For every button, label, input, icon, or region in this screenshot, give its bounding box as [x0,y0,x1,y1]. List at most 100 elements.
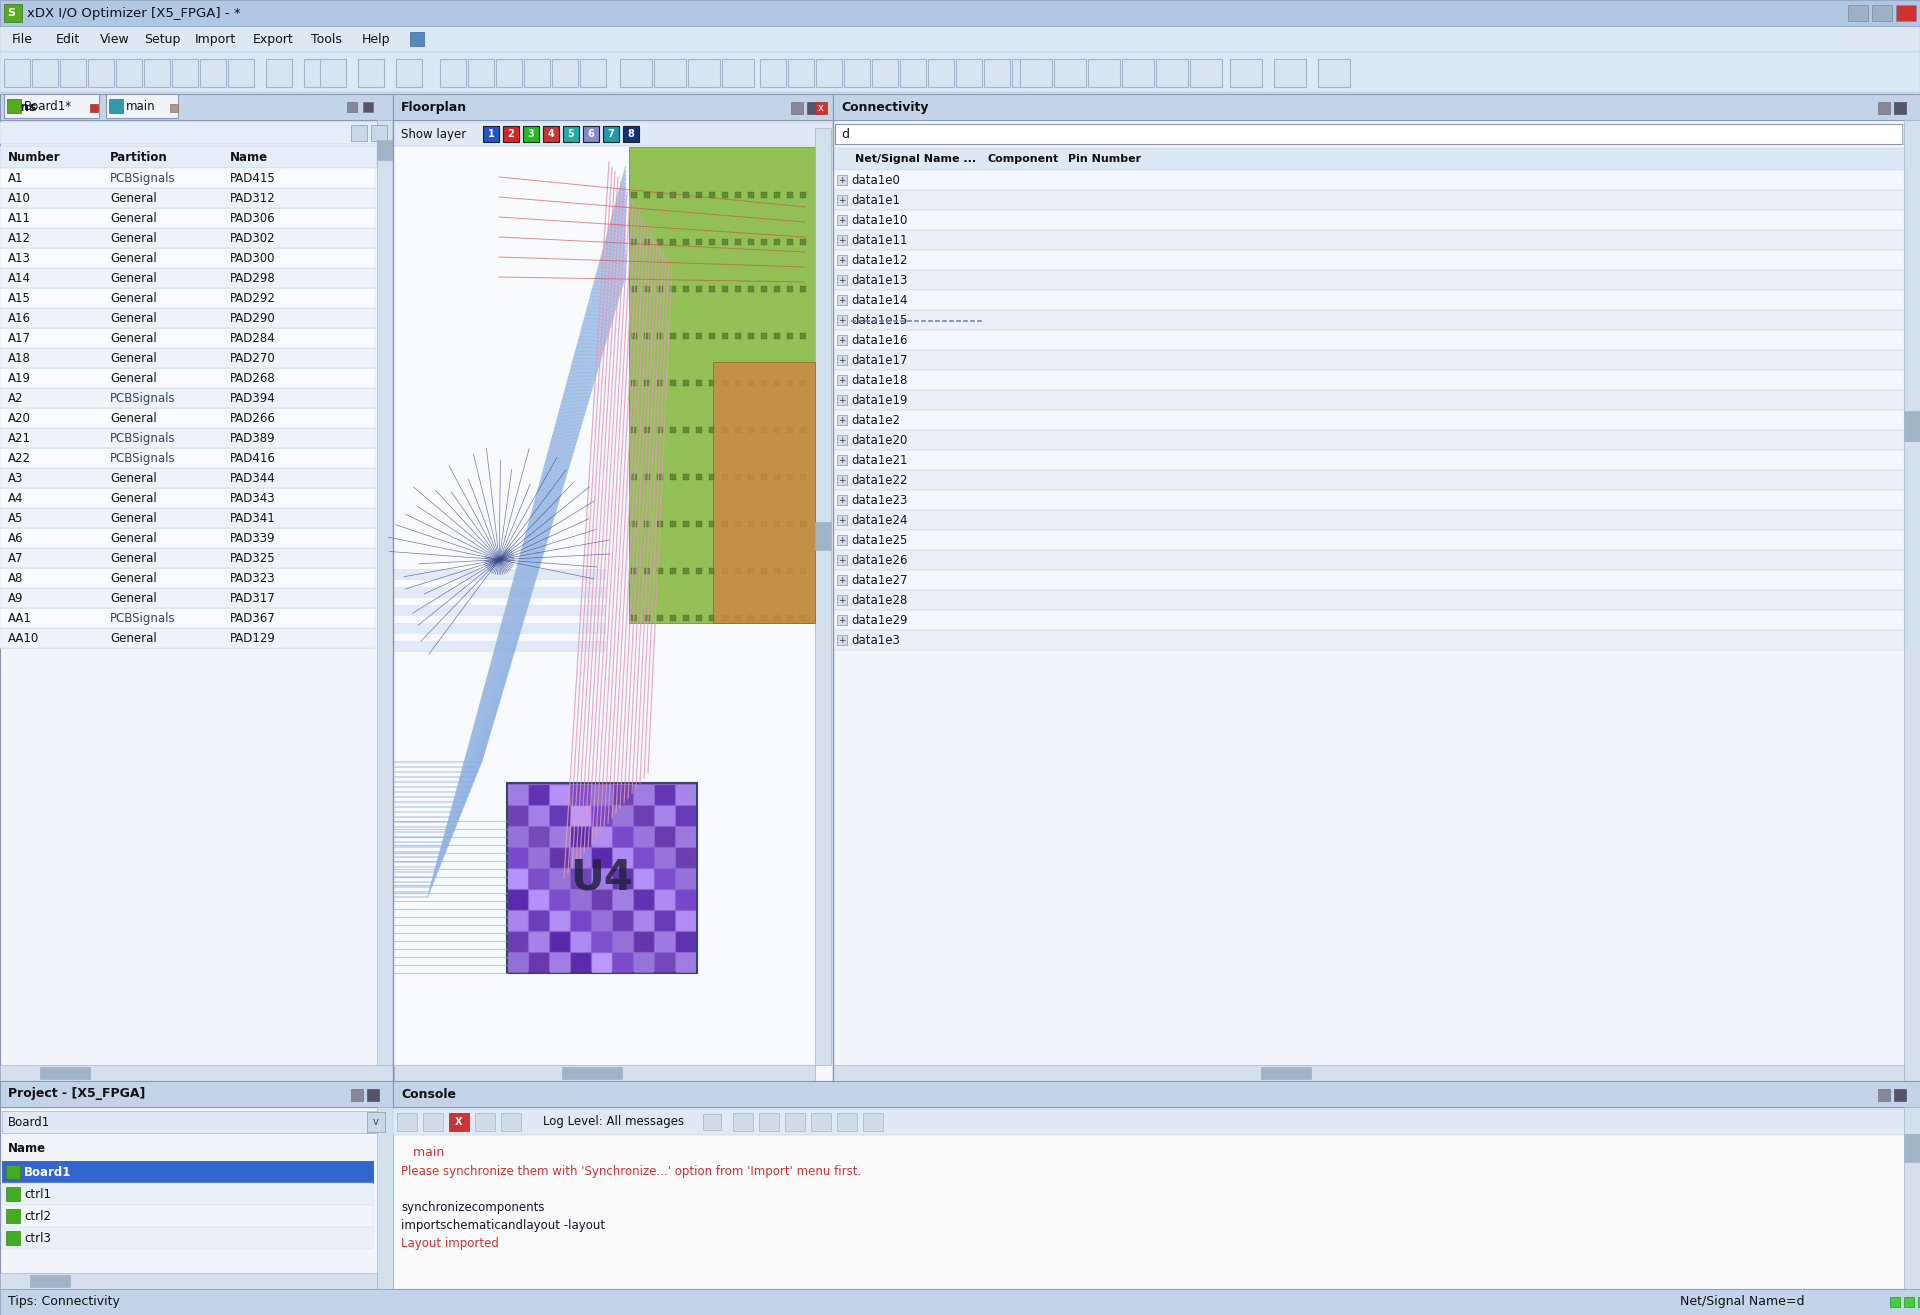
Bar [670,473,676,480]
Text: A19: A19 [8,372,31,384]
Bar [468,59,493,87]
Text: Net/Signal Name=d: Net/Signal Name=d [1680,1295,1805,1308]
Text: AA10: AA10 [8,631,38,644]
Bar [927,59,954,87]
Bar [570,827,589,846]
Text: data1e21: data1e21 [851,454,908,467]
Bar [0,188,374,208]
Bar [530,848,547,867]
Text: ctrl3: ctrl3 [23,1232,50,1244]
Bar [735,521,741,527]
Bar [643,568,651,575]
Bar [758,1112,780,1131]
Bar [676,848,695,867]
Bar [1317,59,1350,87]
Bar [657,285,662,292]
Bar [2,1161,372,1184]
Bar [670,239,676,245]
Bar [2,1184,372,1205]
Text: 8: 8 [628,129,634,139]
Bar [2,1111,376,1134]
Bar [774,239,780,245]
Bar [801,192,806,199]
Bar [0,548,374,568]
Text: Number: Number [8,150,61,163]
Bar [33,59,58,87]
Bar [722,285,728,292]
Text: X: X [455,1116,463,1127]
Bar [321,59,346,87]
Bar [774,192,780,199]
Bar [563,1066,622,1080]
Bar [591,953,611,972]
Bar [695,239,703,245]
Text: +: + [839,555,845,564]
Bar [106,93,179,118]
Bar [657,615,662,621]
Text: PAD284: PAD284 [230,331,276,345]
Bar [394,569,605,580]
Bar [501,1112,520,1131]
Bar [0,1065,394,1081]
Text: Partition: Partition [109,150,167,163]
Bar [543,126,559,142]
Bar [634,806,653,825]
Bar [612,911,632,930]
Bar [833,250,1905,270]
Bar [632,239,637,245]
Bar [657,521,662,527]
Text: data1e17: data1e17 [851,354,908,367]
Bar [1903,124,1918,145]
Bar [363,103,372,112]
Bar [1893,103,1907,114]
Text: Project - [X5_FPGA]: Project - [X5_FPGA] [8,1088,146,1101]
Text: Export: Export [253,33,294,46]
Bar [1156,59,1188,87]
Text: data1e16: data1e16 [851,334,908,346]
Bar [837,615,847,625]
Bar [657,473,662,480]
Bar [833,550,1905,569]
Text: PAD415: PAD415 [230,171,276,184]
Bar [0,388,374,408]
Bar [267,59,292,87]
Bar [0,629,374,648]
Bar [655,806,674,825]
Bar [530,827,547,846]
Text: A10: A10 [8,192,31,205]
Bar [670,521,676,527]
Bar [591,848,611,867]
Bar [0,93,394,120]
Bar [722,473,728,480]
Text: General: General [109,351,157,364]
Bar [837,475,847,485]
Bar [833,610,1905,630]
Bar [509,869,526,888]
Bar [109,99,123,113]
Text: +: + [839,535,845,544]
Text: General: General [109,271,157,284]
Text: A5: A5 [8,512,23,525]
Bar [735,427,741,433]
Bar [760,473,766,480]
Bar [580,59,607,87]
Bar [655,890,674,909]
Bar [0,208,374,227]
Bar [0,122,394,145]
Text: xDX I/O Optimizer [X5_FPGA] - *: xDX I/O Optimizer [X5_FPGA] - * [27,7,240,20]
Bar [643,521,651,527]
Bar [735,568,741,575]
Bar [632,615,637,621]
Bar [634,890,653,909]
Bar [0,168,374,188]
Bar [655,911,674,930]
Bar [591,785,611,803]
Bar [657,380,662,387]
Bar [0,1289,1920,1315]
Text: General: General [109,312,157,325]
Bar [833,590,1905,610]
Bar [670,192,676,199]
Bar [1872,5,1891,21]
Text: S: S [8,8,15,18]
Bar [632,192,637,199]
